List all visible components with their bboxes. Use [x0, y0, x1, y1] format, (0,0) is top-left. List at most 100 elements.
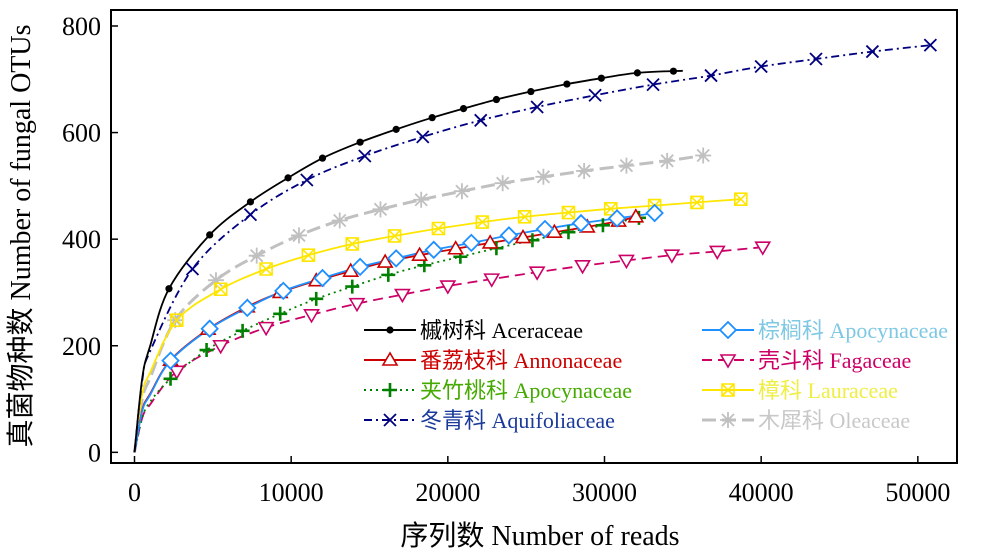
series-point-0 — [165, 285, 173, 293]
series-point-5 — [303, 309, 320, 324]
series-point-7 — [494, 175, 511, 192]
series-point-6 — [301, 248, 316, 262]
series-point-5 — [483, 273, 501, 288]
series-point-6 — [475, 215, 490, 229]
series-point-3 — [923, 38, 938, 52]
series-point-7 — [413, 191, 430, 208]
series-point-2 — [345, 279, 360, 294]
series-point-3 — [704, 68, 718, 83]
series-point-4 — [535, 219, 555, 239]
series-point-4 — [350, 257, 370, 277]
series-point-4 — [274, 281, 293, 301]
x-tick-label: 40000 — [729, 478, 794, 507]
series-point-2 — [199, 343, 214, 358]
series-point-5 — [439, 280, 457, 295]
x-tick-label: 50000 — [885, 478, 950, 507]
series-point-4 — [313, 268, 332, 288]
series-point-0 — [206, 231, 214, 239]
x-tick-label: 0 — [128, 478, 141, 507]
series-point-6 — [345, 237, 360, 251]
series-point-5 — [348, 297, 366, 313]
series-point-7 — [248, 247, 265, 264]
series-point-4 — [200, 319, 219, 338]
series-point-6 — [734, 192, 748, 206]
y-axis-title: 真菌物种数 Number of fungal OTUs — [5, 24, 37, 447]
series-point-6 — [259, 262, 273, 276]
series-point-2 — [235, 323, 250, 338]
legend-label-0: 槭树科 Aceraceae — [420, 318, 583, 343]
series-point-1 — [481, 234, 499, 249]
series-point-5 — [394, 288, 411, 304]
series-point-7 — [291, 227, 307, 244]
series-point-5 — [212, 339, 230, 355]
series-point-0 — [527, 87, 535, 96]
series-point-0 — [633, 69, 642, 77]
series-point-7 — [576, 162, 593, 179]
series-point-0 — [669, 67, 678, 75]
legend-label-3: 冬青科 Aquifoliaceae — [420, 408, 615, 433]
x-tick-label: 30000 — [572, 478, 637, 507]
series-point-3 — [588, 88, 602, 102]
series-point-4 — [571, 213, 591, 233]
series-point-3 — [530, 100, 544, 114]
legend-marker-1 — [381, 351, 399, 366]
series-point-6 — [213, 282, 228, 297]
legend-marker-3 — [383, 413, 397, 427]
legend-marker-7 — [720, 412, 736, 428]
series-point-4 — [499, 226, 519, 245]
series-point-3 — [474, 113, 488, 127]
series-point-2 — [309, 291, 324, 306]
legend-label-6: 樟科 Lauraceae — [758, 378, 898, 403]
series-point-5 — [168, 365, 186, 380]
series-point-2 — [273, 306, 288, 321]
series-line-3 — [133, 44, 931, 453]
series-point-2 — [163, 371, 178, 386]
x-tick-label: 10000 — [259, 478, 324, 507]
x-tick-label: 20000 — [415, 478, 480, 507]
legend-marker-4 — [718, 320, 738, 340]
series-point-6 — [431, 221, 446, 236]
series-point-0 — [356, 138, 364, 146]
series-point-6 — [517, 209, 532, 224]
series-point-0 — [597, 74, 605, 82]
series-point-7 — [331, 212, 348, 229]
series-point-7 — [618, 157, 635, 174]
y-tick-label: 400 — [62, 225, 101, 254]
series-point-5 — [618, 254, 635, 270]
y-tick-label: 0 — [88, 438, 101, 467]
series-point-1 — [447, 240, 465, 255]
series-point-6 — [690, 195, 704, 210]
legend-label-4: 棕榈科 Apocynaceae — [758, 318, 948, 343]
series-point-0 — [459, 104, 468, 113]
legend-marker-0 — [386, 326, 394, 334]
series-point-7 — [167, 312, 184, 329]
series-point-6 — [561, 205, 576, 220]
series-point-2 — [381, 267, 396, 282]
series-point-3 — [300, 173, 314, 187]
legend-marker-2 — [383, 383, 397, 397]
axis-ticks: 0 10000 20000 30000 40000 50000 0 200 400 600 800 — [62, 12, 950, 507]
legend-marker-5 — [719, 354, 737, 369]
series-point-1 — [627, 208, 645, 223]
series-point-4 — [424, 240, 444, 260]
series-point-5 — [754, 241, 772, 256]
series-point-3 — [185, 262, 200, 276]
series-point-0 — [392, 125, 400, 133]
series-point-1 — [411, 246, 429, 261]
series-point-4 — [462, 233, 481, 253]
y-tick-label: 200 — [62, 332, 101, 361]
series-point-0 — [284, 174, 292, 182]
series-point-3 — [754, 59, 768, 74]
legend-label-7: 木犀科 Oleaceae — [758, 408, 910, 433]
series-point-0 — [428, 114, 436, 122]
series-point-3 — [243, 208, 258, 222]
legend-label-2: 夹竹桃科 Apocynaceae — [420, 378, 632, 403]
series-point-7 — [207, 272, 224, 289]
series-point-2 — [595, 218, 610, 233]
series-point-6 — [170, 313, 184, 327]
legend-marker-6 — [721, 383, 735, 397]
series-point-3 — [358, 149, 372, 163]
series-point-1 — [514, 228, 532, 244]
series-point-7 — [535, 168, 552, 185]
